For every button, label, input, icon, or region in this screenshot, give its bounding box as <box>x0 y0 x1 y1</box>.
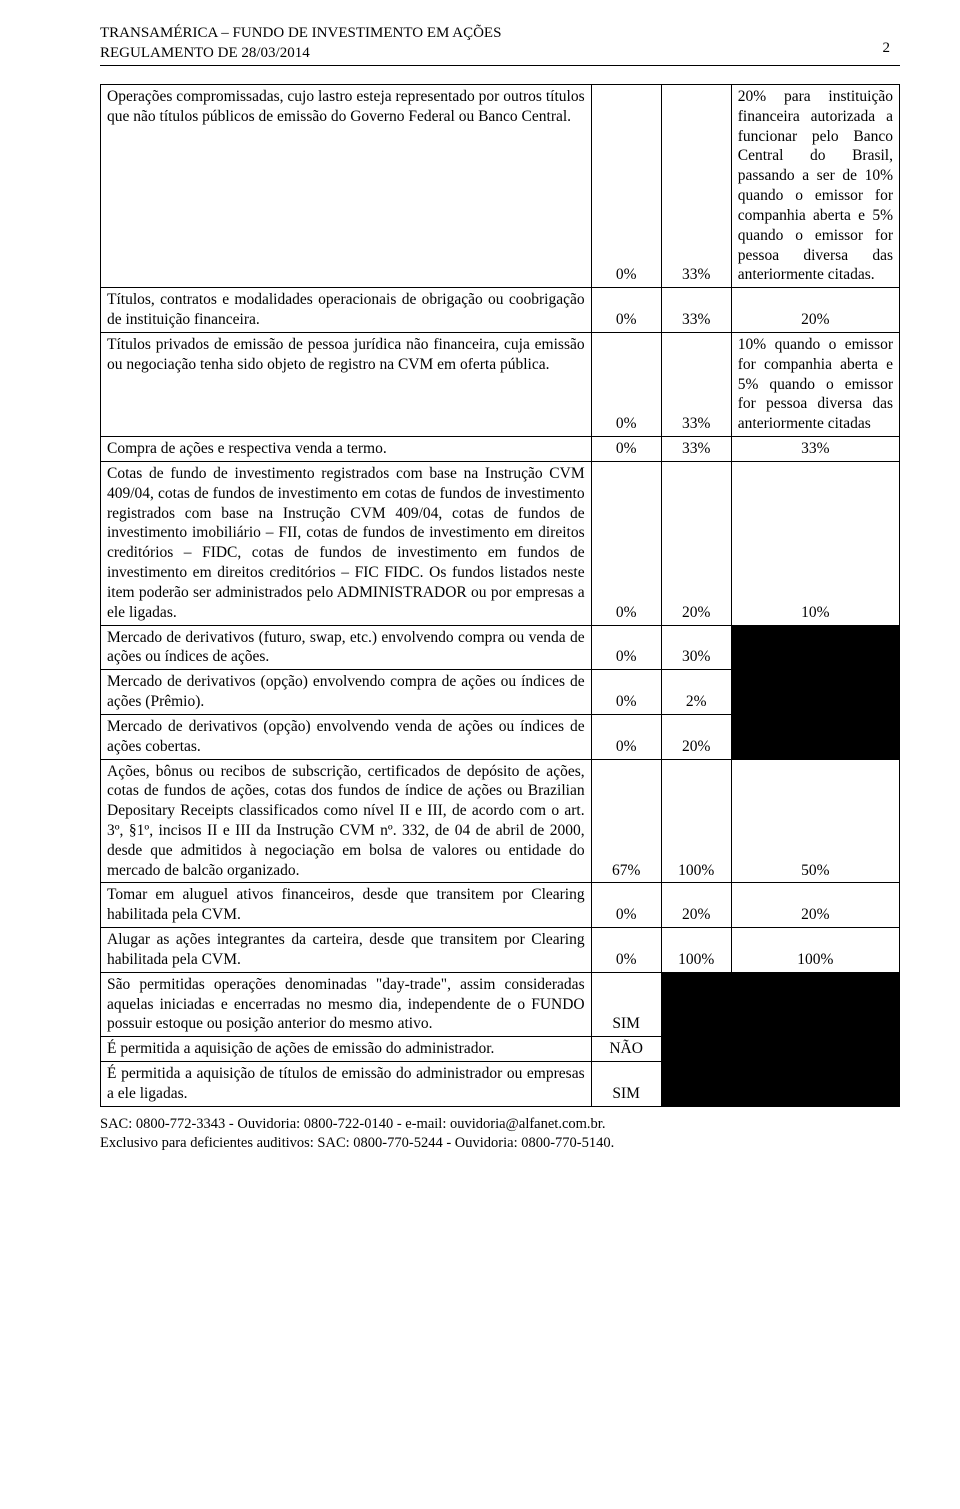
page-number: 2 <box>883 40 891 57</box>
cell-description: É permitida a aquisição de ações de emis… <box>101 1037 592 1062</box>
cell-col2 <box>661 1062 731 1107</box>
cell-col1: 0% <box>591 332 661 436</box>
cell-col2: 20% <box>661 461 731 625</box>
cell-col1: 0% <box>591 714 661 759</box>
header-subtitle: REGULAMENTO DE 28/03/2014 <box>100 44 900 64</box>
regulation-table: Operações compromissadas, cujo lastro es… <box>100 84 900 1107</box>
cell-col1: 0% <box>591 437 661 462</box>
table-row: É permitida a aquisição de ações de emis… <box>101 1037 900 1062</box>
cell-col3 <box>731 1062 899 1107</box>
table-row: São permitidas operações denominadas "da… <box>101 972 900 1036</box>
table-row: Cotas de fundo de investimento registrad… <box>101 461 900 625</box>
cell-col1: SIM <box>591 972 661 1036</box>
cell-col2: 33% <box>661 288 731 333</box>
cell-col3 <box>731 714 899 759</box>
cell-col3: 20% <box>731 883 899 928</box>
cell-description: Cotas de fundo de investimento registrad… <box>101 461 592 625</box>
cell-description: Ações, bônus ou recibos de subscrição, c… <box>101 759 592 883</box>
cell-description: Operações compromissadas, cujo lastro es… <box>101 85 592 288</box>
cell-col3: 33% <box>731 437 899 462</box>
cell-col2 <box>661 1037 731 1062</box>
table-row: Tomar em aluguel ativos financeiros, des… <box>101 883 900 928</box>
footer-line-1: SAC: 0800-772-3343 - Ouvidoria: 0800-722… <box>100 1115 900 1134</box>
cell-description: Tomar em aluguel ativos financeiros, des… <box>101 883 592 928</box>
cell-col1: 67% <box>591 759 661 883</box>
cell-col3: 50% <box>731 759 899 883</box>
cell-col1: 0% <box>591 670 661 715</box>
cell-col3: 10% quando o emissor for companhia abert… <box>731 332 899 436</box>
cell-col2: 100% <box>661 759 731 883</box>
cell-col2: 20% <box>661 714 731 759</box>
cell-description: Alugar as ações integrantes da carteira,… <box>101 928 592 973</box>
cell-col2: 100% <box>661 928 731 973</box>
cell-description: É permitida a aquisição de títulos de em… <box>101 1062 592 1107</box>
table-row: Operações compromissadas, cujo lastro es… <box>101 85 900 288</box>
cell-col3 <box>731 670 899 715</box>
cell-col2 <box>661 972 731 1036</box>
cell-col2: 2% <box>661 670 731 715</box>
table-row: Mercado de derivativos (futuro, swap, et… <box>101 625 900 670</box>
table-row: Mercado de derivativos (opção) envolvend… <box>101 670 900 715</box>
table-row: Alugar as ações integrantes da carteira,… <box>101 928 900 973</box>
cell-description: Mercado de derivativos (opção) envolvend… <box>101 670 592 715</box>
cell-description: Títulos privados de emissão de pessoa ju… <box>101 332 592 436</box>
cell-col1: 0% <box>591 461 661 625</box>
cell-col3 <box>731 1037 899 1062</box>
cell-description: Títulos, contratos e modalidades operaci… <box>101 288 592 333</box>
cell-col2: 33% <box>661 437 731 462</box>
table-row: Compra de ações e respectiva venda a ter… <box>101 437 900 462</box>
cell-col3 <box>731 972 899 1036</box>
footer-line-2: Exclusivo para deficientes auditivos: SA… <box>100 1134 900 1153</box>
table-row: É permitida a aquisição de títulos de em… <box>101 1062 900 1107</box>
cell-col1: 0% <box>591 625 661 670</box>
document-page: TRANSAMÉRICA – FUNDO DE INVESTIMENTO EM … <box>0 0 960 1182</box>
cell-col3: 20% <box>731 288 899 333</box>
cell-col2: 30% <box>661 625 731 670</box>
cell-col1: NÃO <box>591 1037 661 1062</box>
table-row: Mercado de derivativos (opção) envolvend… <box>101 714 900 759</box>
header-title: TRANSAMÉRICA – FUNDO DE INVESTIMENTO EM … <box>100 24 900 44</box>
cell-col3: 10% <box>731 461 899 625</box>
cell-col2: 33% <box>661 332 731 436</box>
cell-description: Mercado de derivativos (futuro, swap, et… <box>101 625 592 670</box>
cell-description: São permitidas operações denominadas "da… <box>101 972 592 1036</box>
cell-col2: 33% <box>661 85 731 288</box>
table-row: Ações, bônus ou recibos de subscrição, c… <box>101 759 900 883</box>
cell-col1: 0% <box>591 288 661 333</box>
table-row: Títulos privados de emissão de pessoa ju… <box>101 332 900 436</box>
cell-col1: 0% <box>591 85 661 288</box>
cell-col2: 20% <box>661 883 731 928</box>
cell-col1: SIM <box>591 1062 661 1107</box>
cell-description: Mercado de derivativos (opção) envolvend… <box>101 714 592 759</box>
header-rule <box>100 65 900 66</box>
cell-col1: 0% <box>591 928 661 973</box>
cell-col3: 20% para instituição financeira autoriza… <box>731 85 899 288</box>
cell-col3 <box>731 625 899 670</box>
table-row: Títulos, contratos e modalidades operaci… <box>101 288 900 333</box>
footer: SAC: 0800-772-3343 - Ouvidoria: 0800-722… <box>100 1115 900 1153</box>
cell-col3: 100% <box>731 928 899 973</box>
cell-description: Compra de ações e respectiva venda a ter… <box>101 437 592 462</box>
cell-col1: 0% <box>591 883 661 928</box>
